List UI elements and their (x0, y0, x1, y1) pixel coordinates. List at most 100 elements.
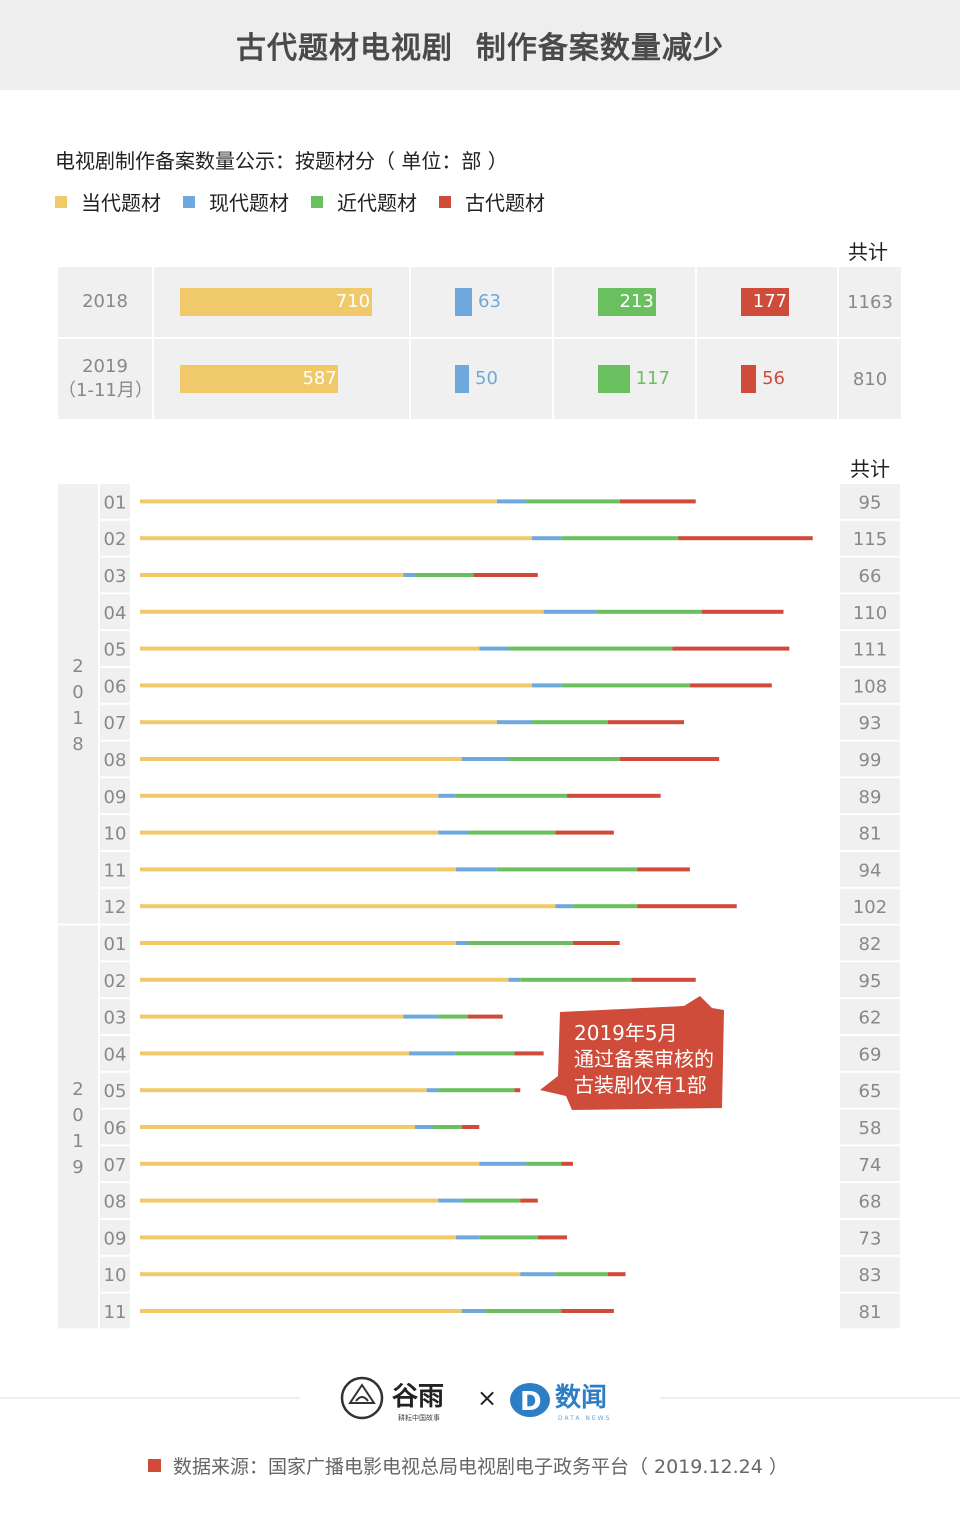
guyu-logo-icon (340, 1376, 384, 1420)
month-cell (100, 1256, 130, 1292)
bar-segment-3 (561, 1161, 573, 1166)
bar-segment-1 (438, 1198, 462, 1203)
month-total-label: 58 (859, 1118, 882, 1139)
month-cell (100, 852, 130, 887)
summary-total: 1163 (847, 291, 893, 313)
summary-total-header: 共计 (848, 240, 888, 264)
bar-segment-2 (561, 536, 679, 541)
summary-value-cell: 63 (411, 267, 554, 337)
summary-value-cell: 177 (697, 267, 839, 337)
total-cell (840, 1109, 900, 1145)
bar-segment-2 (561, 683, 690, 688)
summary-table: 2018 710 63 213 177 1163 2019 （1-11月） 587 50 117 56… (58, 267, 901, 419)
bar-segment-3 (619, 757, 720, 761)
year-label-char: 1 (72, 1131, 83, 1152)
legend-swatch (183, 195, 195, 208)
bar-segment-3 (672, 646, 790, 651)
month-label: 09 (104, 1228, 127, 1249)
month-total-label: 69 (859, 1044, 882, 1065)
month-label: 07 (104, 713, 127, 734)
legend: 当代题材 现代题材 近代题材 古代题材 (55, 187, 545, 216)
bar-segment-1 (403, 1014, 439, 1019)
month-label: 09 (104, 787, 127, 808)
summary-value-cell: 117 (554, 339, 697, 419)
bar-segment-2 (496, 867, 638, 872)
month-cell (100, 484, 130, 519)
month-label: 05 (104, 1081, 127, 1102)
bar-segment-1 (496, 499, 527, 504)
summary-year-note: （1-11月） (58, 380, 153, 401)
month-cell (100, 925, 130, 961)
bar-segment-2 (438, 1088, 515, 1093)
chart-subtitle: 电视剧制作备案数量公示：按题材分（ 单位：部 ） (55, 149, 508, 173)
year-band (58, 484, 98, 924)
month-total-label: 115 (853, 529, 887, 550)
guyu-logo-subtext: 耕耘中国故事 (398, 1413, 440, 1422)
bar-segment-0 (140, 646, 480, 651)
year-label-char: 1 (72, 708, 83, 729)
month-cell (100, 1072, 130, 1108)
bar-segment-3 (461, 1125, 480, 1129)
bar-segment-1 (543, 609, 597, 614)
bar-segment-0 (140, 1014, 404, 1019)
bar-segment-0 (140, 904, 556, 909)
month-total-label: 65 (859, 1081, 882, 1102)
bar-segment-2 (455, 793, 568, 798)
summary-row: 2018 710 63 213 177 1163 (58, 267, 901, 337)
bar-segment-0 (140, 977, 509, 982)
bar-segment-0 (140, 757, 462, 761)
summary-year: 2019 (82, 356, 128, 377)
month-cell (100, 888, 130, 924)
logos: 谷雨 耕耘中国故事 × D 数闻 DATA NEWS (340, 1373, 630, 1423)
bar-segment-2 (526, 1161, 562, 1166)
month-label: 06 (104, 1118, 127, 1139)
legend-item: 现代题材 (183, 187, 289, 216)
summary-value-label: 117 (635, 368, 670, 389)
summary-year: 2018 (82, 291, 128, 312)
summary-value-label: 710 (335, 291, 371, 312)
summary-bar (455, 288, 472, 316)
bar-segment-0 (140, 1198, 439, 1203)
legend-swatch (55, 195, 67, 208)
month-total-label: 82 (859, 934, 882, 955)
bar-segment-1 (455, 941, 468, 945)
summary-value-label: 587 (302, 368, 337, 389)
bar-segment-3 (637, 867, 690, 872)
month-label: 08 (104, 1192, 127, 1213)
bar-segment-1 (461, 1309, 486, 1313)
total-cell (840, 852, 900, 887)
bar-segment-0 (140, 683, 532, 688)
bar-segment-1 (414, 1125, 433, 1129)
legend-swatch (311, 195, 323, 208)
summary-bar (598, 365, 630, 393)
month-label: 06 (104, 676, 127, 697)
summary-value-cell: 587 (154, 339, 411, 419)
bar-segment-0 (140, 793, 439, 798)
month-total-label: 66 (859, 566, 882, 587)
month-cell (100, 1109, 130, 1145)
month-label: 04 (104, 1044, 127, 1065)
bar-segment-3 (467, 1014, 503, 1019)
shuwen-logo-text: 数闻 (555, 1383, 607, 1413)
bar-segment-2 (508, 757, 620, 761)
legend-swatch (439, 195, 451, 208)
bar-segment-2 (520, 977, 632, 982)
bar-segment-1 (426, 1088, 439, 1093)
month-cell (100, 1293, 130, 1329)
total-cell (840, 1256, 900, 1292)
summary-value-cell: 213 (554, 267, 697, 337)
bar-segment-3 (678, 536, 813, 541)
month-label: 01 (104, 934, 127, 955)
total-cell (840, 668, 900, 703)
month-label: 02 (104, 971, 127, 992)
summary-value-label: 56 (762, 368, 786, 389)
total-cell (840, 1293, 900, 1329)
bar-segment-1 (409, 1051, 456, 1056)
month-total-label: 62 (859, 1008, 882, 1029)
bar-segment-1 (531, 536, 562, 541)
bar-segment-0 (140, 1161, 480, 1166)
summary-value-cell: 56 (697, 339, 839, 419)
month-total-label: 83 (859, 1265, 882, 1286)
bar-segment-3 (608, 720, 685, 725)
month-label: 01 (104, 492, 127, 513)
